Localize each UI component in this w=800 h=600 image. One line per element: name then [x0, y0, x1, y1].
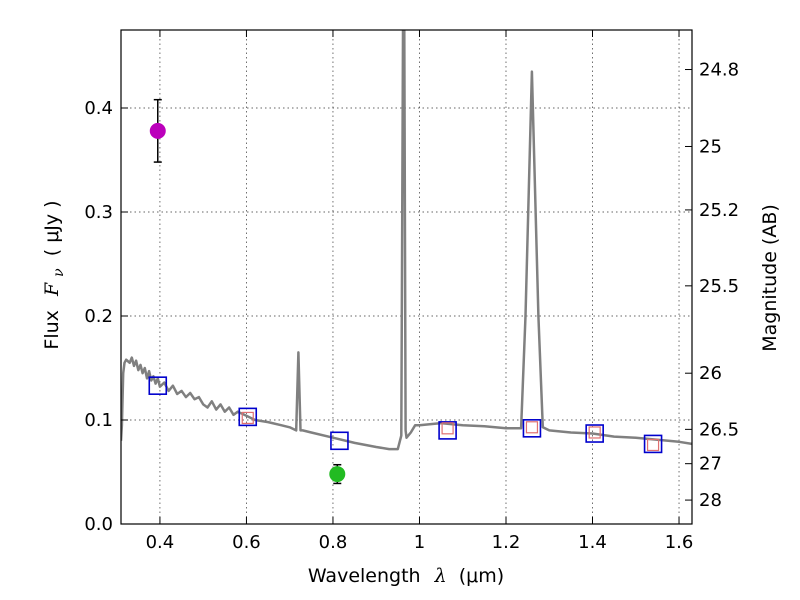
- model-photometry-point: [330, 431, 349, 451]
- x-axis-unit: (μm): [459, 565, 504, 587]
- y2-tick-label: 26: [699, 363, 722, 384]
- plot-area: [121, 30, 692, 485]
- y-tick-label: 0.3: [84, 202, 113, 223]
- y-axis-label: Flux: [41, 310, 63, 350]
- y2-tick-label: 24.8: [699, 60, 739, 81]
- observed-photometry-point: [588, 426, 601, 439]
- x-tick-label: 1.6: [665, 532, 694, 553]
- y-tick-label: 0.0: [84, 514, 113, 535]
- sed-model-line: [121, 30, 692, 451]
- y2-tick-label: 25.5: [699, 276, 739, 297]
- x-tick-label: 0.4: [146, 532, 175, 553]
- y2-tick-label: 27: [699, 454, 722, 475]
- x-tick-label: 0.8: [319, 532, 348, 553]
- y-tick-label: 0.4: [84, 98, 113, 119]
- x-tick-label: 1.2: [492, 532, 521, 553]
- detection-point: [149, 122, 166, 139]
- grid: [121, 30, 692, 524]
- x-axis-symbol: λ: [434, 565, 447, 587]
- x-tick-label: 1: [414, 532, 425, 553]
- x-axis-title: Wavelength λ (μm): [308, 565, 504, 587]
- y2-tick-label: 26.5: [699, 419, 739, 440]
- observed-photometry-point: [441, 422, 454, 435]
- detection-point: [329, 466, 346, 483]
- y2-tick-label: 25: [699, 136, 722, 157]
- y-axis-symbol: F: [41, 282, 63, 297]
- y-tick-label: 0.2: [84, 306, 113, 327]
- axis-ticks: 0.4 0.6 0.8 1 1.2 1.4 1.6 0.0 0.1 0.2 0.3 0.4 24.8 25…: [84, 30, 739, 553]
- y-axis-unit: ( μJy ): [41, 200, 63, 256]
- y2-axis-title: Magnitude (AB): [759, 204, 781, 352]
- y-axis-title: Flux F ν ( μJy ): [41, 200, 68, 349]
- model-photometry-point: [438, 421, 457, 440]
- model-photometry-point: [238, 407, 258, 427]
- observed-photometry-point: [241, 411, 254, 425]
- model-photometry-point: [585, 424, 604, 443]
- model-photometry-point: [148, 376, 168, 395]
- y2-tick-label: 28: [699, 490, 722, 511]
- y-axis-subscript: ν: [51, 268, 67, 277]
- observed-photometry-point: [525, 421, 539, 434]
- model-photometry-point: [643, 434, 663, 454]
- model-photometry-point: [522, 419, 542, 438]
- y2-tick-label: 25.2: [699, 200, 739, 221]
- plot-frame: [120, 29, 693, 525]
- x-axis-label: Wavelength: [308, 565, 421, 587]
- y-tick-label: 0.1: [84, 410, 113, 431]
- x-tick-label: 1.4: [578, 532, 607, 553]
- x-tick-label: 0.6: [232, 532, 261, 553]
- observed-photometry-point: [646, 438, 660, 452]
